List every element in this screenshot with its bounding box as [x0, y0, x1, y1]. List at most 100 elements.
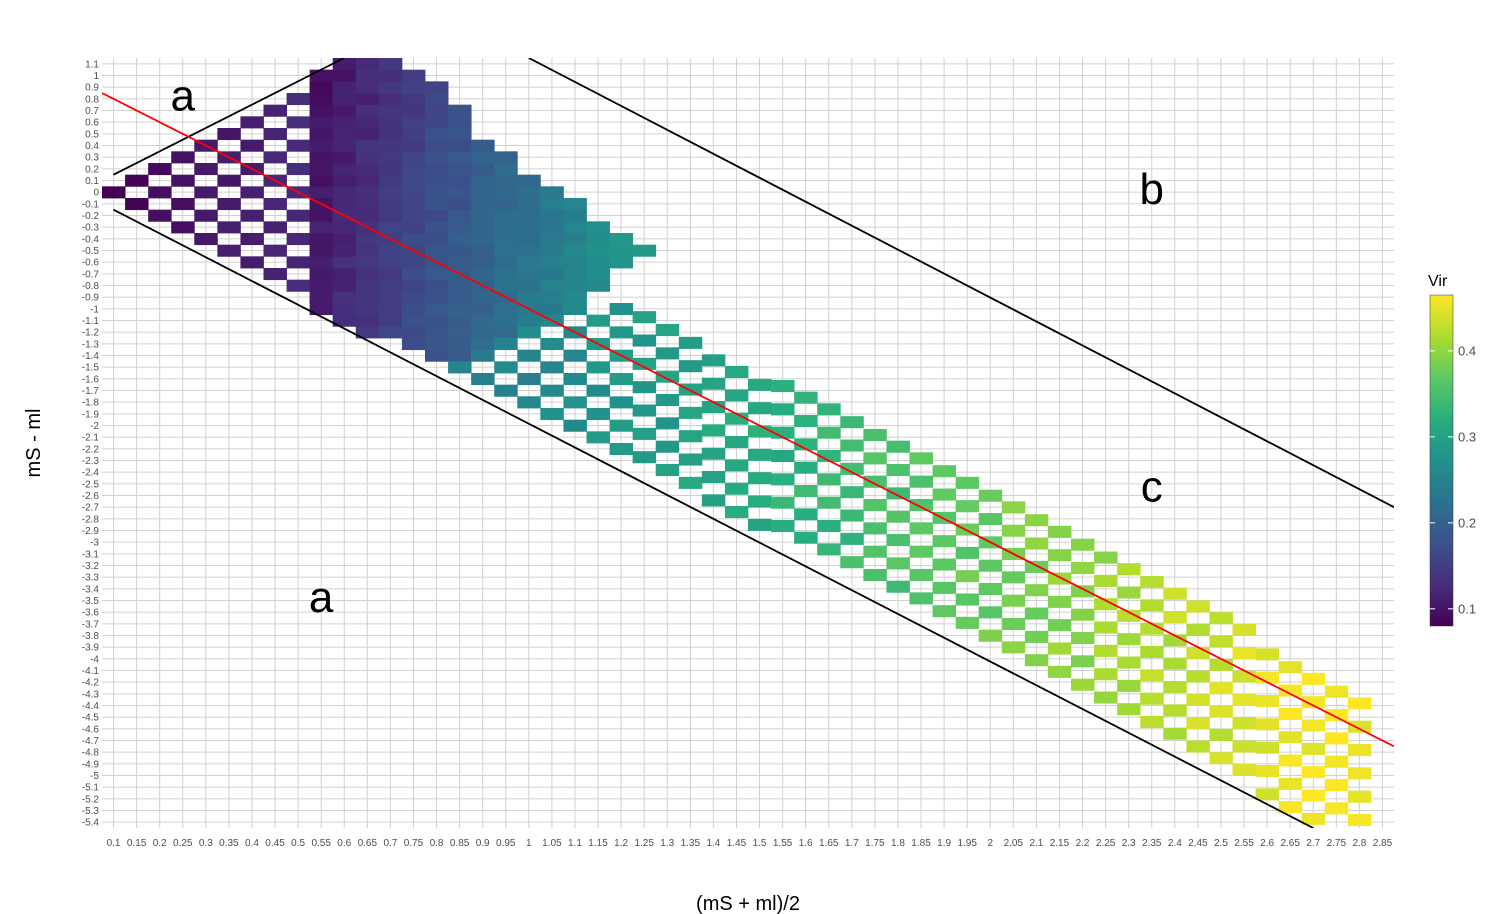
x-tick-label: 1.65 — [819, 838, 839, 849]
heatmap-cell — [609, 233, 634, 246]
heatmap-cell — [771, 380, 795, 393]
heatmap-cell — [748, 425, 772, 438]
heatmap-cell — [494, 163, 518, 176]
heatmap-cell — [217, 198, 241, 211]
heatmap-cell — [701, 401, 726, 414]
x-tick-label: 1.25 — [634, 838, 654, 849]
heatmap-cell — [771, 496, 795, 509]
heatmap-cell — [378, 256, 403, 269]
red-line — [102, 92, 1394, 748]
heatmap-cell — [425, 209, 449, 222]
y-tick-labels: 1.110.90.80.70.60.50.40.30.20.10-0.1-0.2… — [82, 59, 100, 828]
heatmap-cell — [1140, 599, 1164, 612]
heatmap-cell — [724, 436, 749, 449]
heatmap-cell — [540, 361, 564, 374]
heatmap-cell — [448, 151, 472, 164]
x-tick-label: 0.7 — [383, 838, 397, 849]
heatmap-cell — [817, 520, 841, 533]
heatmap-cell — [678, 453, 703, 466]
x-tick-label: 2.65 — [1280, 838, 1300, 849]
heatmap-cell — [955, 523, 980, 536]
y-tick-label: -2.9 — [82, 526, 100, 537]
heatmap-cell — [425, 314, 449, 327]
x-tick-label: 0.9 — [476, 838, 490, 849]
heatmap-cell — [378, 279, 403, 292]
heatmap-cell — [355, 69, 380, 82]
y-tick-label: -2.7 — [82, 503, 100, 514]
heatmap-cell — [355, 303, 380, 316]
y-tick-label: 0.1 — [85, 176, 99, 187]
heatmap-cell — [332, 279, 357, 292]
heatmap-cell — [355, 93, 380, 106]
heatmap-cell — [563, 419, 587, 432]
heatmap-cell — [309, 174, 334, 187]
heatmap-cell — [909, 545, 933, 558]
boundary-lines — [102, 58, 1394, 828]
heatmap-cell — [609, 244, 634, 257]
heatmap-cell — [1094, 691, 1118, 704]
x-tick-label: 1.6 — [799, 838, 813, 849]
y-tick-label: -2.6 — [82, 491, 100, 502]
heatmap-cell — [1278, 661, 1303, 674]
heatmap-cell — [286, 116, 311, 129]
heatmap-cell — [794, 461, 818, 474]
heatmap-cell — [701, 354, 726, 367]
heatmap-cell — [378, 314, 403, 327]
x-tick-label: 1.45 — [727, 838, 747, 849]
x-tick-label: 0.6 — [337, 838, 351, 849]
heatmap-cell — [1209, 612, 1233, 625]
heatmap-cell — [471, 163, 495, 176]
heatmap-cell — [540, 291, 564, 304]
heatmap-cell — [678, 476, 703, 489]
heatmap-cell — [1232, 693, 1256, 706]
y-tick-label: -4.2 — [82, 678, 100, 689]
heatmap-cell — [263, 244, 287, 257]
heatmap-cell — [378, 198, 403, 211]
heatmap-cell — [1071, 608, 1095, 621]
heatmap-cell — [448, 233, 472, 246]
heatmap-cell — [1301, 766, 1326, 779]
x-tick-label: 1.05 — [542, 838, 562, 849]
heatmap-cell — [863, 522, 887, 535]
heatmap-cell — [378, 58, 403, 71]
heatmap-cell — [1255, 765, 1280, 778]
heatmap-cell — [332, 128, 357, 141]
x-tick-label: 1.2 — [614, 838, 628, 849]
heatmap-cell — [471, 209, 495, 222]
heatmap-cell — [355, 209, 380, 222]
heatmap-cell — [609, 326, 634, 339]
heatmap-cell — [1117, 703, 1141, 716]
y-tick-label: 0.9 — [85, 83, 99, 94]
heatmap-cell — [609, 256, 634, 269]
heatmap-cell — [632, 404, 657, 417]
x-tick-label: 1.95 — [957, 838, 977, 849]
heatmap-cell — [286, 139, 311, 152]
heatmap-cell — [1232, 623, 1256, 636]
heatmap-cell — [1209, 682, 1233, 695]
heatmap-cell — [586, 408, 610, 421]
x-tick-labels: 0.1 0.15 0.2 0.25 0.3 0.35 0.4 0.45 0.5 0.55 0.6 0.… — [107, 838, 1393, 849]
heatmap-cell — [1278, 777, 1303, 790]
x-tick-label: 2.85 — [1373, 838, 1393, 849]
heatmap-cell — [978, 559, 1003, 572]
y-tick-label: 0.6 — [85, 118, 99, 129]
heatmap-cell — [632, 381, 657, 394]
heatmap-cell — [471, 139, 495, 152]
heatmap-cell — [794, 391, 818, 404]
heatmap-cell — [678, 360, 703, 373]
heatmap-cell — [517, 221, 541, 234]
heatmap-cell — [286, 209, 311, 222]
heatmap-cell — [1163, 611, 1187, 624]
heatmap-cell — [332, 244, 357, 257]
y-tick-label: -5.4 — [82, 818, 100, 829]
x-tick-label: 2.05 — [1004, 838, 1024, 849]
y-axis-title: mS - ml — [23, 409, 45, 478]
heatmap-cell — [448, 338, 472, 351]
heatmap-cell — [955, 546, 980, 559]
heatmap-cell — [1209, 635, 1233, 648]
heatmap-cell — [378, 221, 403, 234]
heatmap-cell — [1024, 560, 1049, 573]
heatmap-cell — [1301, 812, 1326, 825]
y-tick-label: -4.3 — [82, 689, 100, 700]
heatmap-cell — [332, 58, 357, 71]
